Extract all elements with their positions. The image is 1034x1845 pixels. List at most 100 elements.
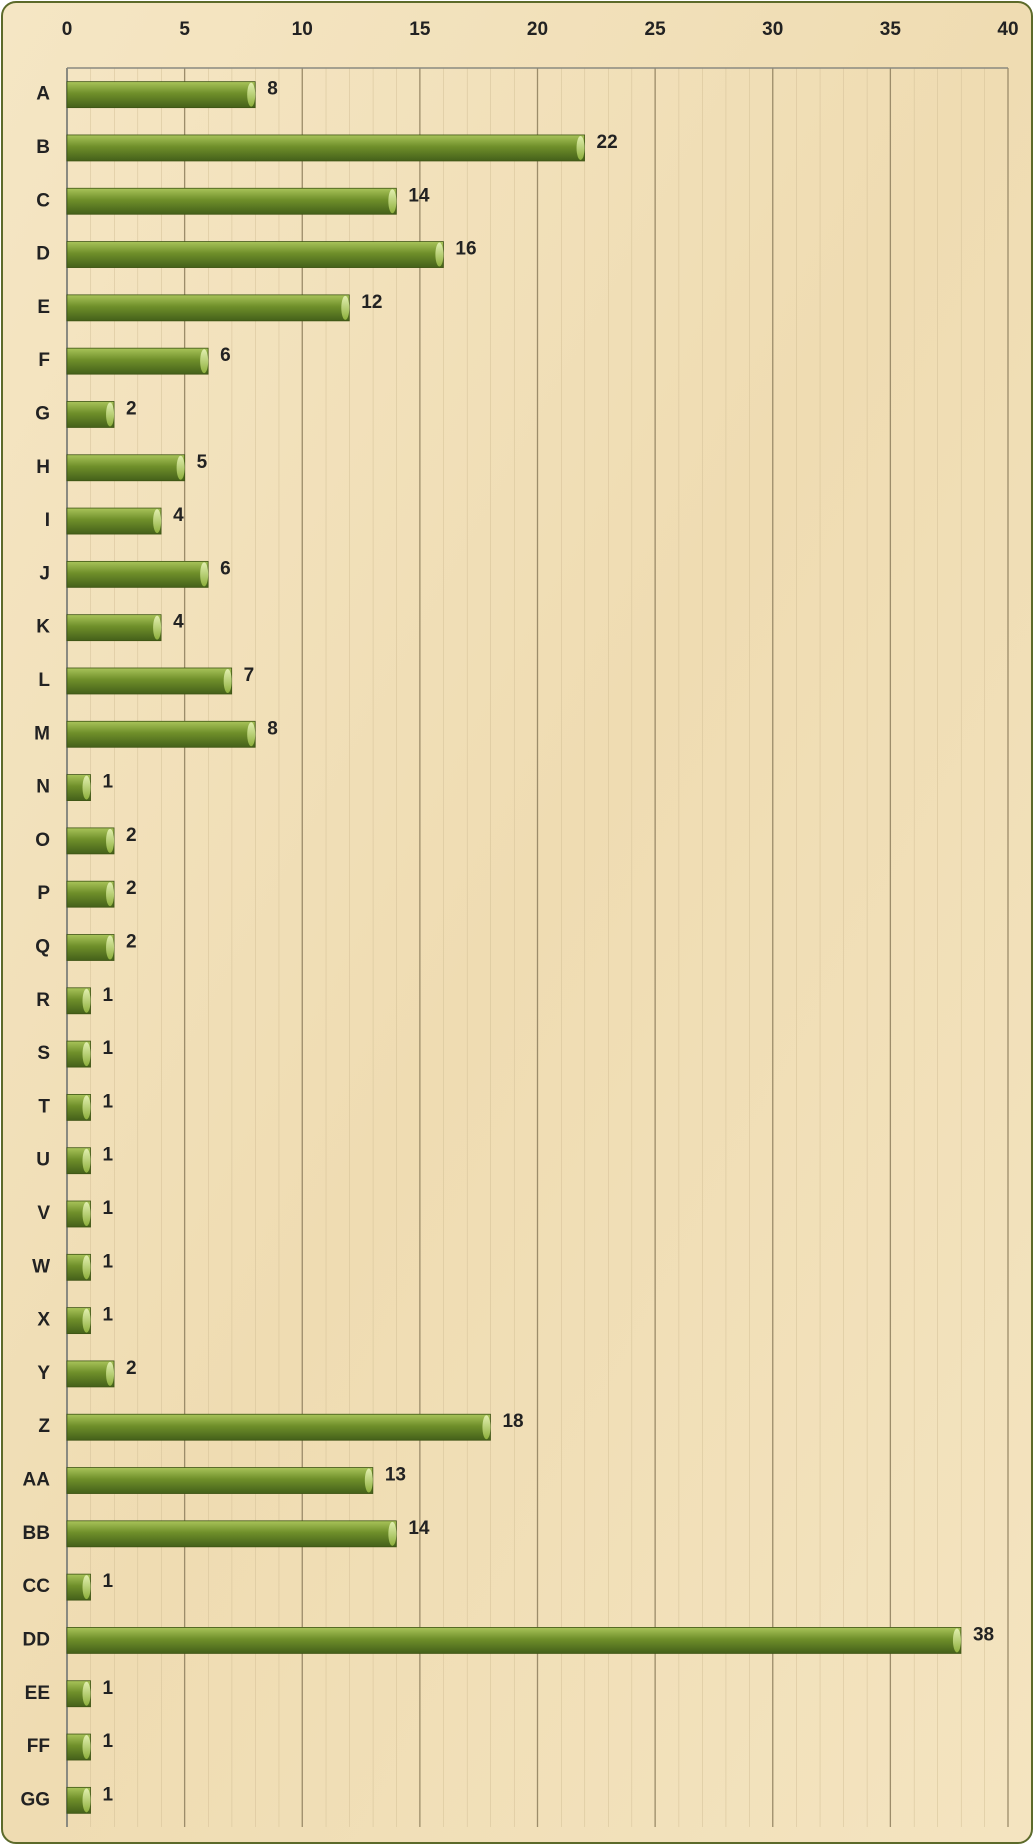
value-label: 6 (220, 558, 231, 579)
bar-cap (364, 1468, 373, 1493)
bar-cap (82, 988, 91, 1013)
bar-cap (82, 1575, 91, 1600)
y-tick-label: T (38, 1096, 50, 1117)
bar (66, 134, 585, 162)
value-label: 2 (126, 932, 137, 953)
x-tick-label: 0 (62, 19, 73, 40)
value-label: 1 (103, 1571, 114, 1592)
bar-cap (82, 1681, 91, 1706)
value-label: 14 (408, 1518, 430, 1539)
bar (66, 187, 397, 215)
bar (66, 1627, 962, 1654)
y-tick-label: X (37, 1310, 50, 1331)
bar-cap (153, 615, 162, 640)
bar (66, 1413, 491, 1441)
value-label: 2 (126, 825, 137, 846)
x-tick-label: 30 (762, 19, 783, 40)
value-label: 12 (361, 292, 382, 313)
bar-cap (200, 562, 209, 587)
bar-cap (435, 242, 444, 267)
value-label: 8 (267, 718, 278, 739)
x-tick-label: 40 (997, 19, 1018, 40)
value-label: 6 (220, 345, 231, 366)
y-tick-label: V (37, 1203, 50, 1224)
bar-cap (247, 722, 256, 747)
y-tick-label: CC (23, 1576, 51, 1597)
bar (66, 560, 209, 588)
bar (66, 667, 233, 695)
y-tick-label: S (37, 1043, 50, 1064)
bar-cap (223, 668, 232, 693)
y-tick-label: A (36, 84, 50, 105)
value-label: 13 (385, 1465, 406, 1486)
value-label: 14 (408, 185, 430, 206)
bar (66, 720, 256, 748)
y-tick-label: U (36, 1150, 50, 1171)
y-tick-label: G (35, 403, 50, 424)
x-tick-label: 10 (292, 19, 313, 40)
bar-cap (247, 82, 256, 107)
y-tick-label: O (35, 830, 50, 851)
bar (66, 294, 350, 322)
value-label: 2 (126, 398, 137, 419)
y-tick-label: N (36, 777, 50, 798)
value-label: 1 (103, 1784, 114, 1805)
bar (66, 241, 444, 268)
bar-cap (82, 1308, 91, 1333)
value-label: 5 (197, 452, 208, 473)
bar-cap (341, 295, 350, 320)
bar-cap (82, 1042, 91, 1067)
bar-cap (82, 1095, 91, 1120)
bar (66, 347, 209, 375)
bar-cap (200, 349, 209, 374)
y-tick-label: W (32, 1256, 50, 1277)
value-label: 1 (103, 1678, 114, 1699)
bar-cap (82, 1735, 91, 1760)
y-tick-label: D (36, 244, 50, 265)
value-label: 1 (103, 1198, 114, 1219)
y-tick-label: F (38, 350, 50, 371)
y-tick-label: E (37, 297, 50, 318)
y-tick-label: K (36, 617, 50, 638)
value-label: 4 (173, 612, 184, 633)
value-label: 1 (103, 1091, 114, 1112)
y-tick-label: P (37, 883, 50, 904)
value-label: 38 (973, 1624, 994, 1645)
bar-cap (176, 455, 185, 480)
y-tick-label: DD (23, 1629, 50, 1650)
bar-cap (952, 1628, 961, 1653)
value-label: 8 (267, 79, 278, 100)
bar (66, 1467, 374, 1494)
bar (66, 614, 162, 642)
bar (66, 454, 186, 482)
x-tick-label: 20 (527, 19, 548, 40)
bar (66, 1520, 397, 1548)
value-label: 4 (173, 505, 184, 526)
bar-cap (82, 1148, 91, 1173)
value-label: 1 (103, 1251, 114, 1272)
value-label: 7 (244, 665, 255, 686)
y-tick-label: GG (20, 1789, 50, 1810)
bar-cap (482, 1415, 491, 1440)
y-tick-label: L (38, 670, 50, 691)
bar-cap (388, 189, 397, 214)
bar-cap (106, 1361, 115, 1386)
value-label: 1 (103, 1731, 114, 1752)
bar-cap (106, 935, 115, 960)
x-tick-label: 15 (409, 19, 431, 40)
x-tick-label: 35 (880, 19, 902, 40)
value-label: 1 (103, 1305, 114, 1326)
bar-cap (106, 882, 115, 907)
y-tick-label: M (34, 723, 50, 744)
y-tick-label: BB (23, 1523, 50, 1544)
y-tick-label: B (36, 137, 50, 158)
y-tick-label: C (36, 190, 50, 211)
value-label: 18 (502, 1411, 523, 1432)
y-tick-label: Y (37, 1363, 50, 1384)
value-label: 22 (597, 132, 618, 153)
value-label: 1 (103, 772, 114, 793)
bar-cap (388, 1521, 397, 1546)
x-tick-label: 25 (645, 19, 667, 40)
